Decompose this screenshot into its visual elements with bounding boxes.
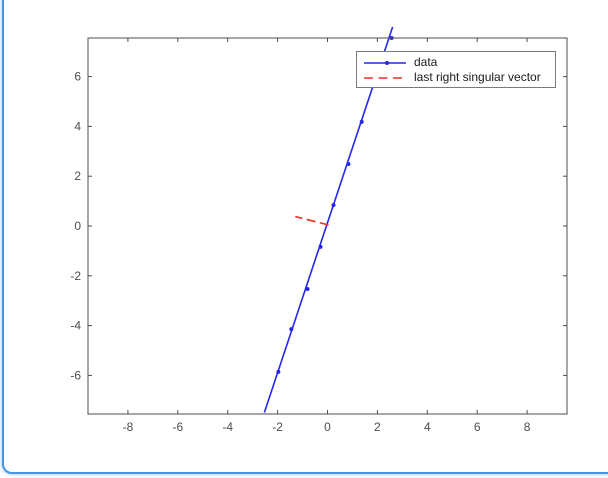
legend-row-singular-vector: last right singular vector (363, 70, 555, 85)
x-tick-label: -6 (172, 420, 183, 434)
data-point-marker (305, 286, 310, 291)
singular-vector-line (295, 215, 329, 226)
legend-data-marker-sample (385, 60, 389, 65)
y-tick-label: -2 (70, 269, 81, 283)
legend-label-singular-vector: last right singular vector (414, 70, 541, 84)
data-line (263, 26, 394, 413)
legend-dashed-line-icon (364, 76, 406, 79)
data-point-marker (331, 203, 336, 208)
x-tick-label: 2 (374, 420, 381, 434)
x-tick-label: -8 (123, 420, 134, 434)
legend-row-data: data (363, 55, 555, 70)
data-point-marker (359, 119, 364, 124)
axes-box (87, 37, 568, 415)
data-point-marker (346, 161, 351, 166)
legend-label-data: data (414, 55, 438, 69)
x-tick-label: 4 (424, 420, 431, 434)
x-tick-label: 6 (474, 420, 481, 434)
y-tick-label: 4 (74, 119, 81, 133)
legend: data last right singular vector (356, 51, 556, 88)
y-tick-label: 2 (74, 169, 81, 183)
data-point-marker (318, 244, 323, 249)
data-point-marker (289, 327, 294, 332)
data-point-marker (276, 369, 281, 374)
y-tick-label: -6 (70, 368, 81, 382)
x-tick-label: -4 (222, 420, 233, 434)
x-tick-label: 0 (324, 420, 331, 434)
y-tick-label: -4 (70, 319, 81, 333)
x-tick-label: -2 (272, 420, 283, 434)
y-tick-label: 0 (74, 219, 81, 233)
x-tick-label: 8 (524, 420, 531, 434)
legend-data-line-icon (364, 60, 406, 65)
y-tick-label: 6 (74, 70, 81, 84)
